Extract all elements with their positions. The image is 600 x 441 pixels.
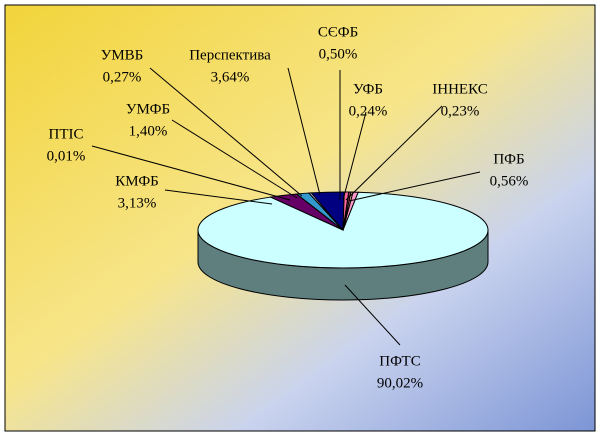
slice-label: КМФБ (115, 173, 159, 189)
value-label: 0,01% (47, 148, 86, 164)
slice-label: ПФБ (493, 151, 524, 167)
slice-label: Перспектива (189, 47, 271, 63)
value-label: 1,40% (129, 123, 168, 139)
leader-line (287, 67, 321, 196)
slice-label: ПТІС (49, 126, 84, 142)
value-label: 3,13% (118, 195, 157, 211)
value-label: 0,56% (490, 173, 529, 189)
slice (342, 191, 359, 231)
slice-label: УМВБ (101, 47, 144, 63)
leader-line (149, 67, 303, 197)
value-label: 90,02% (377, 375, 423, 391)
leader-line (344, 284, 401, 346)
leader-line (345, 105, 443, 201)
slice-label: УФБ (353, 81, 383, 97)
leader-line (171, 119, 298, 199)
slice-label: СЄФБ (318, 24, 358, 40)
value-label: 0,27% (103, 69, 142, 85)
slice-label: УМФБ (126, 101, 170, 117)
labels: ПФТС 90,02% КМФБ 3,13% ПТІС 0,01% УМФБ 1,40% УМВ… (47, 24, 529, 391)
slice-label: ПФТС (379, 353, 420, 369)
leader-line (91, 145, 291, 201)
slice-label: ІННЕКС (432, 81, 487, 97)
value-label: 0,24% (349, 103, 388, 119)
pie (197, 191, 489, 301)
leader-line (348, 171, 481, 202)
leader-line (342, 111, 367, 201)
value-label: 0,23% (441, 103, 480, 119)
leader-line (164, 189, 273, 205)
value-label: 3,64% (211, 69, 250, 85)
value-label: 0,50% (319, 46, 358, 62)
